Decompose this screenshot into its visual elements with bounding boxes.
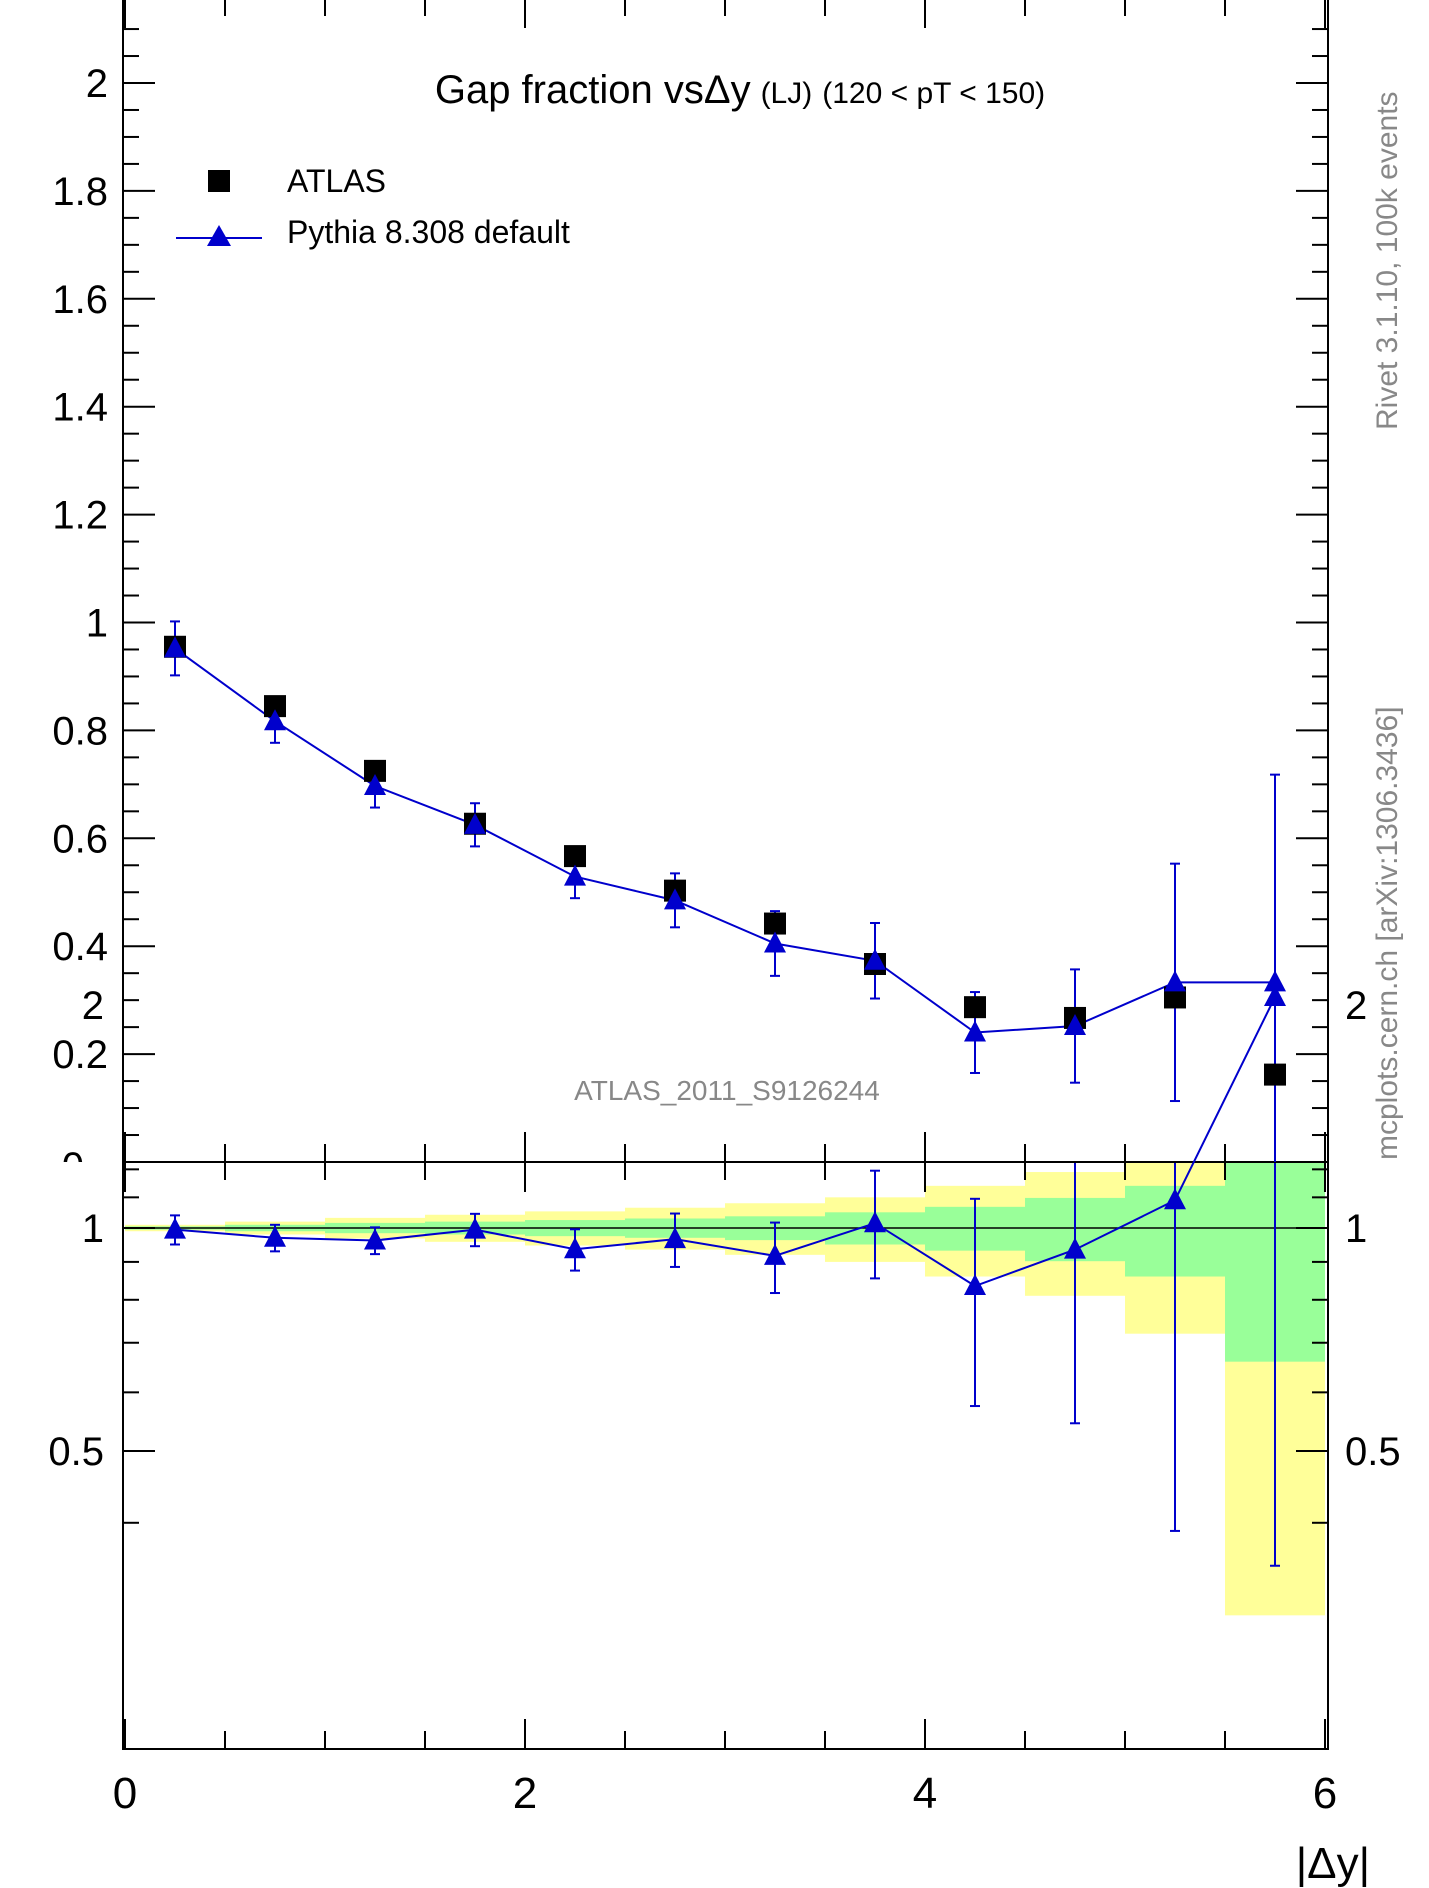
pythia-line-main bbox=[174, 647, 1275, 1034]
pythia-point-main-11 bbox=[1264, 970, 1286, 992]
y-tick-label-ratio-0: 0.5 bbox=[48, 1430, 104, 1474]
pythia-point-ratio-9 bbox=[1064, 1237, 1086, 1259]
title-delta: Δy bbox=[704, 68, 751, 112]
pythia-point-main-10 bbox=[1164, 970, 1186, 992]
x-axis-label: |Δy| bbox=[1296, 1839, 1370, 1888]
pythia-point-ratio-10 bbox=[1164, 1188, 1186, 1210]
ratio-uncertainty-bands bbox=[125, 1163, 1325, 1616]
pythia-point-ratio-6 bbox=[764, 1243, 786, 1265]
atlas-point-1 bbox=[264, 695, 286, 718]
y-tick-label-main-1: 0.4 bbox=[52, 925, 108, 969]
pythia-point-ratio-11 bbox=[1264, 985, 1286, 1007]
pythia-point-main-6 bbox=[764, 931, 786, 953]
pythia-point-main-1 bbox=[264, 709, 286, 731]
x-tick-label-2: 4 bbox=[913, 1769, 937, 1818]
legend-atlas-label: ATLAS bbox=[287, 163, 386, 199]
atlas-series-main bbox=[164, 635, 1286, 1086]
pythia-point-ratio-7 bbox=[864, 1211, 886, 1233]
atlas-point-6 bbox=[764, 912, 786, 935]
title-tag: (LJ) bbox=[761, 77, 813, 110]
title-main: Gap fraction vs bbox=[435, 68, 704, 112]
y-tick-label-main-3: 0.8 bbox=[52, 709, 108, 753]
pythia-point-main-2 bbox=[364, 773, 386, 795]
pythia-point-main-4 bbox=[564, 864, 586, 886]
side-label-mcplots: mcplots.cern.ch [arXiv:1306.3436] bbox=[1371, 706, 1404, 1160]
side-label-rivet: Rivet 3.1.10, 100k events bbox=[1371, 91, 1404, 430]
tick-labels: 0.20.40.60.811.21.41.61.8200.50.51122024… bbox=[40, 62, 1401, 1818]
analysis-label: ATLAS_2011_S9126244 bbox=[574, 1075, 880, 1106]
ratio-plot-frame bbox=[122, 1161, 1329, 1750]
pythia-point-ratio-1 bbox=[264, 1225, 286, 1247]
atlas-point-10 bbox=[1164, 986, 1186, 1009]
x-tick-label-3: 6 bbox=[1313, 1769, 1337, 1818]
pythia-point-ratio-8 bbox=[964, 1274, 986, 1296]
legend-atlas-marker bbox=[208, 170, 230, 192]
chart-title: Gap fraction vsΔy (LJ) (120 < pT < 150) bbox=[435, 68, 1045, 112]
y-tick-label-ratio-2: 2 bbox=[82, 984, 104, 1028]
legend-pythia-label: Pythia 8.308 default bbox=[287, 214, 570, 250]
pythia-point-ratio-2 bbox=[364, 1228, 386, 1250]
pythia-point-ratio-0 bbox=[164, 1217, 186, 1239]
atlas-point-2 bbox=[364, 759, 386, 782]
y-tick-label-main-5: 1.2 bbox=[52, 494, 108, 538]
y-tick-label-main-0: 0.2 bbox=[52, 1033, 108, 1077]
x-tick-label-0: 0 bbox=[113, 1769, 137, 1818]
pythia-point-main-9 bbox=[1064, 1014, 1086, 1036]
y-tick-label-ratio-right-1: 1 bbox=[1345, 1207, 1367, 1251]
y-tick-label-ratio-right-2: 2 bbox=[1345, 984, 1367, 1028]
y-tick-label-ratio-1: 1 bbox=[82, 1207, 104, 1251]
y-tick-label-main-4: 1 bbox=[86, 602, 108, 646]
y-tick-label-cut-mask bbox=[40, 1162, 120, 1192]
pythia-point-main-5 bbox=[664, 888, 686, 910]
x-tick-label-1: 2 bbox=[513, 1769, 537, 1818]
atlas-point-8 bbox=[964, 996, 986, 1019]
pythia-point-main-8 bbox=[964, 1020, 986, 1042]
y-tick-label-main-6: 1.4 bbox=[52, 386, 108, 430]
legend: ATLAS Pythia 8.308 default bbox=[176, 163, 570, 250]
y-tick-label-main-2: 0.6 bbox=[52, 817, 108, 861]
pythia-series-ratio bbox=[164, 985, 1286, 1567]
atlas-point-4 bbox=[564, 845, 586, 868]
title-range: (120 < pT < 150) bbox=[822, 77, 1045, 110]
pythia-point-ratio-5 bbox=[664, 1227, 686, 1249]
legend-pythia-marker bbox=[207, 225, 231, 246]
axis-ticks bbox=[123, 0, 1328, 1749]
pythia-point-main-3 bbox=[464, 812, 486, 834]
pythia-point-main-7 bbox=[864, 948, 886, 970]
y-tick-label-main-7: 1.6 bbox=[52, 278, 108, 322]
pythia-point-ratio-3 bbox=[464, 1217, 486, 1239]
y-tick-label-main-9: 2 bbox=[86, 62, 108, 106]
pythia-point-ratio-4 bbox=[564, 1237, 586, 1259]
atlas-point-11 bbox=[1264, 1063, 1286, 1086]
pythia-point-main-0 bbox=[164, 636, 186, 658]
y-tick-label-ratio-right-0: 0.5 bbox=[1345, 1430, 1401, 1474]
pythia-line-ratio bbox=[174, 996, 1276, 1288]
y-tick-label-main-8: 1.8 bbox=[52, 170, 108, 214]
